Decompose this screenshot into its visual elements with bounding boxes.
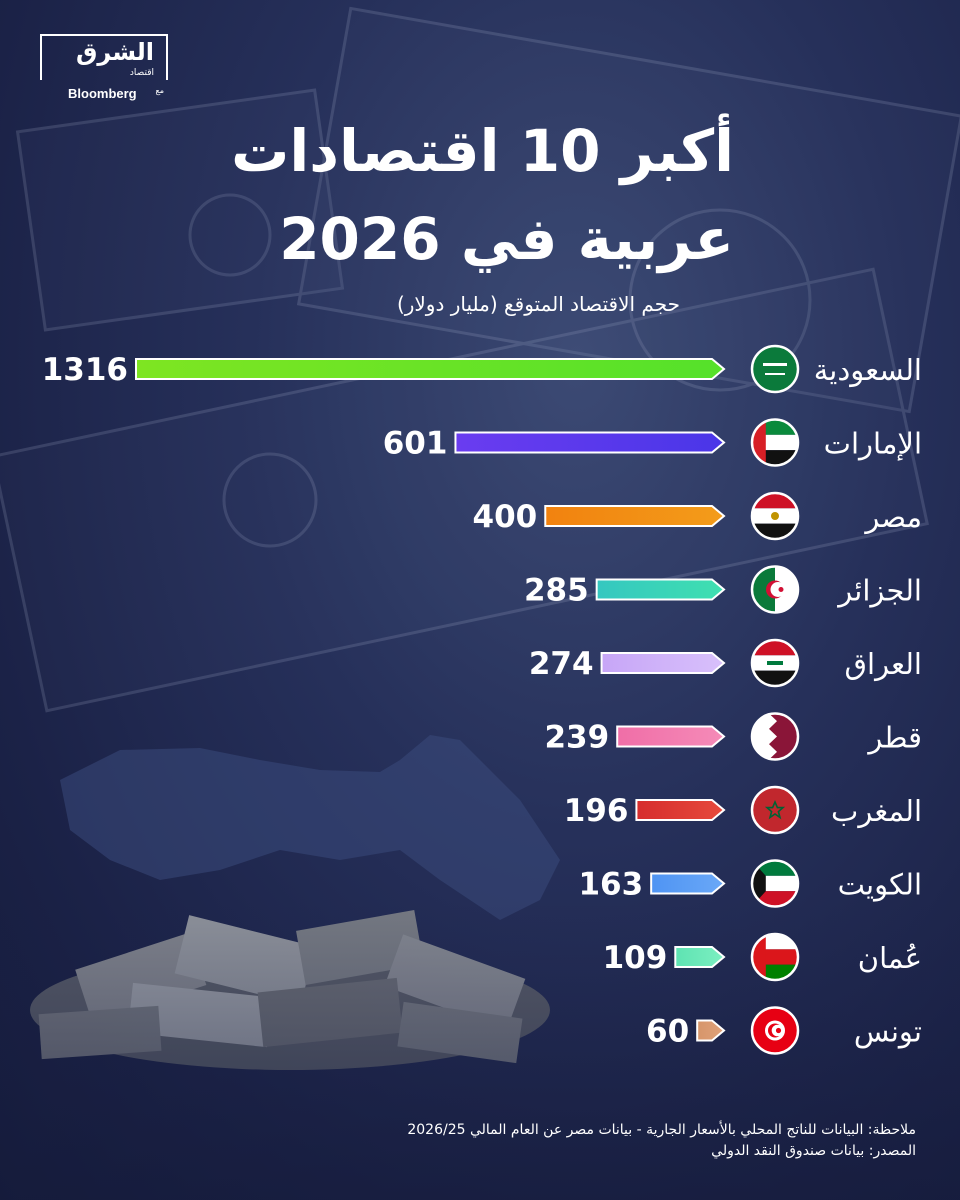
algeria-flag-icon: [750, 565, 800, 614]
chart-row: 109 عُمان: [603, 932, 922, 982]
value-label: 1316: [42, 352, 128, 388]
chart-row: 400 مصر: [473, 491, 922, 541]
bar: [600, 652, 726, 674]
chart-row: 285 الجزائر: [524, 565, 922, 614]
bar: [544, 505, 726, 527]
value-label: 239: [544, 720, 609, 756]
page-title-line1: أكبر 10 اقتصادات: [231, 117, 734, 185]
partner-name: Bloomberg: [68, 86, 137, 101]
bar: [696, 1019, 726, 1042]
brand-logo: الشرق اقتصاد مع Bloomberg: [40, 34, 168, 104]
chart-row: 1316 السعودية: [42, 344, 922, 394]
bar: [595, 578, 726, 601]
logo-frame: [40, 34, 168, 80]
chart-subtitle: حجم الاقتصاد المتوقع (مليار دولار): [396, 292, 680, 316]
value-label: 60: [646, 1014, 689, 1050]
iraq-flag-icon: [750, 638, 800, 688]
chart-row: 163 الكويت: [578, 859, 922, 908]
chart-row: 196 المغرب: [564, 785, 922, 835]
bar: [454, 431, 726, 454]
value-label: 601: [383, 426, 448, 462]
oman-flag-icon: [750, 932, 800, 982]
category-label: قطر: [866, 721, 922, 755]
value-label: 285: [524, 573, 589, 609]
bar: [616, 725, 726, 748]
category-label: الإمارات: [824, 427, 922, 462]
arab-map-silhouette: [60, 735, 560, 920]
brand-with: مع: [155, 86, 164, 95]
value-label: 196: [564, 793, 629, 829]
chart-row: 239 قطر: [544, 712, 922, 761]
category-label: الكويت: [838, 868, 922, 902]
category-label: مصر: [863, 500, 922, 534]
saudi-flag-icon: [750, 344, 800, 394]
value-label: 163: [578, 867, 643, 903]
qatar-flag-icon: [750, 712, 800, 761]
chart-row: 60 تونس: [646, 1006, 922, 1055]
uae-flag-icon: [750, 418, 800, 467]
value-label: 400: [473, 499, 538, 535]
bar: [674, 946, 726, 968]
morocco-flag-icon: [750, 785, 800, 835]
value-label: 274: [529, 646, 594, 682]
page-title-line2: عربية في 2026: [279, 205, 734, 273]
brand-sub: اقتصاد: [129, 68, 154, 78]
bar: [135, 358, 726, 380]
bar: [650, 872, 726, 895]
chart-row: 601 الإمارات: [383, 418, 922, 467]
kuwait-flag-icon: [750, 859, 800, 908]
category-label: تونس: [854, 1015, 922, 1049]
footer-notes: ملاحظة: البيانات للناتج المحلي بالأسعار …: [216, 1120, 916, 1162]
footer-note: ملاحظة: البيانات للناتج المحلي بالأسعار …: [407, 1122, 916, 1138]
bar: [635, 799, 726, 821]
footer-source: المصدر: بيانات صندوق النقد الدولي: [711, 1143, 916, 1159]
category-label: عُمان: [858, 941, 922, 975]
value-label: 109: [603, 940, 668, 976]
category-label: الجزائر: [836, 574, 922, 608]
category-label: السعودية: [814, 353, 922, 387]
category-label: المغرب: [831, 794, 922, 828]
brand-name: الشرق: [75, 38, 154, 66]
tunisia-flag-icon: [750, 1006, 800, 1055]
chart-row: 274 العراق: [529, 638, 922, 688]
egypt-flag-icon: [750, 491, 800, 541]
category-label: العراق: [845, 647, 922, 681]
